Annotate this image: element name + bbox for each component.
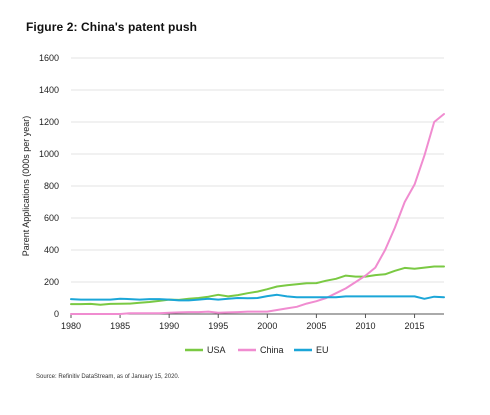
y-tick-label: 600 — [44, 213, 59, 223]
legend-label-china: China — [260, 345, 284, 355]
x-tick-label: 2000 — [257, 321, 277, 331]
legend-label-usa: USA — [207, 345, 226, 355]
figure-title: Figure 2: China's patent push — [26, 20, 198, 34]
x-tick-label: 1990 — [159, 321, 179, 331]
legend-label-eu: EU — [316, 345, 329, 355]
x-tick-label: 1980 — [61, 321, 81, 331]
axes: 0 200 400 600 800 1000 1200 1400 1600 1980 1985 199… — [39, 53, 444, 331]
y-tick-label: 1200 — [39, 117, 59, 127]
y-tick-label: 400 — [44, 245, 59, 255]
x-tick-label: 2015 — [405, 321, 425, 331]
series-line-eu — [70, 293, 445, 302]
series-line-china — [70, 113, 445, 315]
series — [70, 113, 445, 315]
x-tick-label: 2005 — [306, 321, 326, 331]
y-tick-label: 0 — [54, 309, 59, 319]
y-tick-label: 1000 — [39, 149, 59, 159]
legend: USA China EU — [185, 345, 329, 355]
y-tick-label: 1600 — [39, 53, 59, 63]
y-tick-label: 200 — [44, 277, 59, 287]
grid — [71, 57, 444, 283]
x-tick-label: 1995 — [208, 321, 228, 331]
y-axis-label: Parent Applications (000s per year) — [21, 116, 31, 257]
y-tick-label: 800 — [44, 181, 59, 191]
series-line-usa — [70, 265, 445, 306]
y-tick-label: 1400 — [39, 85, 59, 95]
x-tick-label: 1985 — [110, 321, 130, 331]
source-note: Source: Refinitiv DataStream, as of Janu… — [36, 374, 180, 380]
x-tick-label: 2010 — [355, 321, 375, 331]
